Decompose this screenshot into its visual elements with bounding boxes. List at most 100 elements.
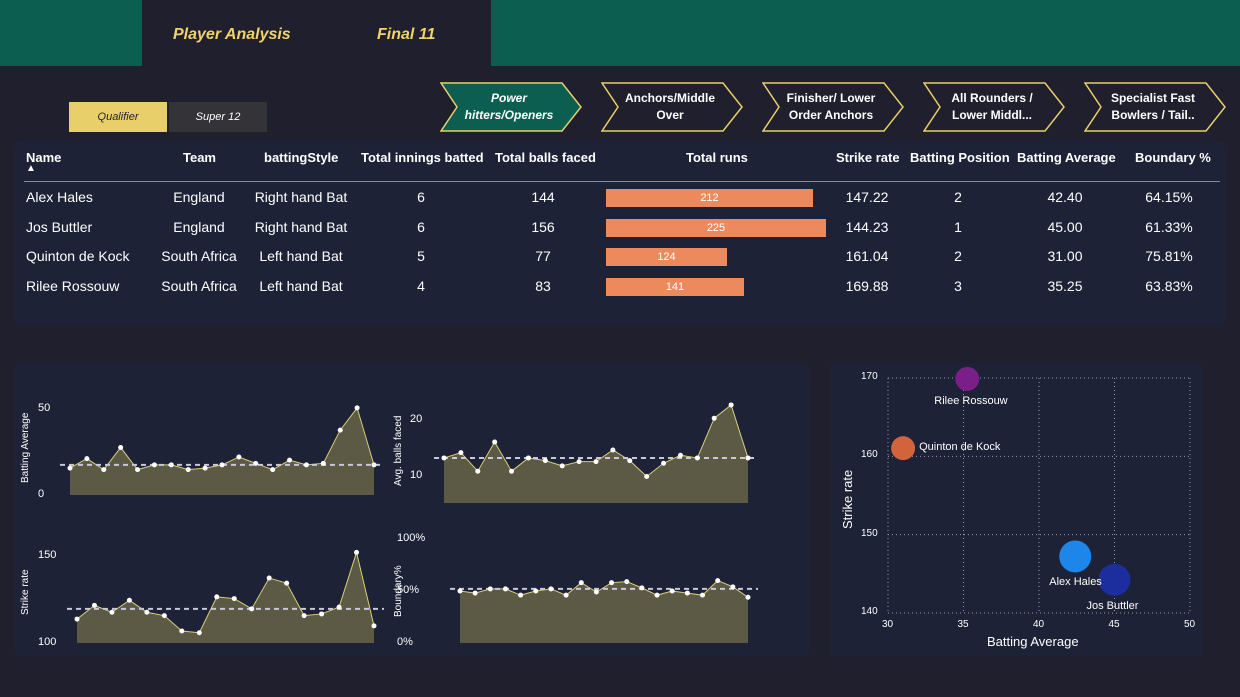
cell-boundary: 61.33%: [1145, 219, 1193, 235]
cell-strike-rate: 147.22: [845, 189, 889, 205]
runs-bar: 141: [606, 278, 744, 296]
y-tick-label: 160: [861, 449, 878, 461]
header-innings[interactable]: Total innings batted: [361, 150, 484, 165]
x-tick-label: 40: [1033, 619, 1045, 630]
top-bar: Player Analysis Final 11: [0, 0, 1240, 66]
cell-batting-position: 1: [954, 219, 962, 235]
category-label-line1: Power: [490, 91, 527, 105]
header-team[interactable]: Team: [183, 150, 216, 165]
cell-strike-rate: 161.04: [845, 248, 889, 264]
header-name[interactable]: Name: [26, 150, 62, 165]
y-axis-label: Avg. balls faced: [393, 415, 404, 486]
category-label: All Rounders / Lower Middl...: [937, 82, 1047, 132]
header-divider: [24, 181, 1220, 182]
y-tick-label: 140: [861, 606, 878, 617]
header-batting-position[interactable]: Batting Position: [910, 150, 1010, 165]
y-axis-label: Strike rate: [20, 569, 31, 615]
runs-bar: 124: [606, 248, 727, 266]
cell-balls: 77: [535, 248, 551, 264]
runs-bar-label: 124: [657, 251, 676, 263]
cell-batting-average: 42.40: [1047, 189, 1083, 205]
category-chevron-4[interactable]: All Rounders / Lower Middl...: [923, 82, 1065, 132]
category-label-line2: Lower Middl...: [952, 108, 1032, 122]
header-batting-average[interactable]: Batting Average: [1017, 150, 1116, 165]
cell-batting-position: 2: [954, 248, 962, 264]
category-label-line2: hitters/Openers: [464, 108, 554, 122]
cell-boundary: 75.81%: [1145, 248, 1193, 264]
x-tick-label: 35: [957, 619, 969, 630]
cell-batting-position: 2: [954, 189, 962, 205]
category-chevron-2[interactable]: Anchors/Middle Over: [601, 82, 743, 132]
category-label-text: All Rounders / Lower Middl...: [951, 90, 1032, 124]
cell-batting-average: 45.00: [1047, 219, 1083, 235]
y-tick-label: 100%: [397, 532, 426, 544]
qualifier-button[interactable]: Qualifier: [69, 102, 167, 132]
category-label-line2: Over: [656, 108, 684, 122]
header-boundary[interactable]: Boundary %: [1135, 150, 1211, 165]
category-label: Anchors/Middle Over: [615, 82, 725, 132]
point-label: Rilee Rossouw: [934, 394, 1008, 407]
header-batting-style[interactable]: battingStyle: [264, 150, 339, 165]
y-tick-label: 50: [38, 402, 51, 414]
category-label-line2: Order Anchors: [788, 108, 874, 122]
category-label: Specialist Fast Bowlers / Tail..: [1098, 82, 1208, 132]
category-label-line1: Finisher/ Lower: [786, 91, 876, 105]
category-label-line1: All Rounders /: [951, 91, 1033, 105]
y-tick-label: 0: [38, 488, 45, 500]
runs-bar: 225: [606, 219, 826, 237]
cell-innings: 5: [417, 248, 425, 264]
category-chevron-3[interactable]: Finisher/ Lower Order Anchors: [762, 82, 904, 132]
y-tick-label: 150: [38, 549, 57, 561]
cell-batting-average: 31.00: [1047, 248, 1083, 264]
sort-arrow-icon[interactable]: ▲: [26, 163, 36, 174]
cell-batting-style: Right hand Bat: [254, 219, 348, 235]
y-tick-label: 170: [861, 371, 878, 382]
category-chevron-1[interactable]: Power hitters/Openers: [440, 82, 582, 132]
point-label: Alex Hales: [1049, 576, 1102, 589]
point-label: Quinton de Kock: [919, 441, 1001, 454]
cell-innings: 4: [417, 278, 425, 294]
runs-bar-label: 225: [706, 222, 726, 234]
runs-bar: 212: [606, 189, 813, 207]
category-label: Finisher/ Lower Order Anchors: [776, 82, 886, 132]
category-label: Power hitters/Openers: [454, 82, 564, 132]
y-axis-label: Strike rate: [840, 469, 855, 529]
cell-balls: 83: [535, 278, 551, 294]
header-runs[interactable]: Total runs: [686, 150, 748, 165]
y-tick-label: 0%: [397, 636, 413, 648]
cell-innings: 6: [417, 219, 425, 235]
trend-charts-panel: [15, 363, 809, 656]
cell-boundary: 64.15%: [1145, 189, 1193, 205]
cell-name: Quinton de Kock: [26, 248, 130, 264]
tab-player-analysis[interactable]: Player Analysis: [173, 26, 291, 43]
cell-strike-rate: 169.88: [845, 278, 889, 294]
cell-name: Jos Buttler: [26, 219, 93, 235]
y-tick-label: 150: [861, 527, 878, 539]
y-tick-label: 100: [38, 636, 57, 648]
y-tick-label: 20: [410, 413, 423, 425]
category-label-line2: Bowlers / Tail..: [1111, 108, 1195, 122]
category-chevron-5[interactable]: Specialist Fast Bowlers / Tail..: [1084, 82, 1226, 132]
super12-button[interactable]: Super 12: [169, 102, 267, 132]
x-axis-label: Batting Average: [987, 634, 1079, 649]
tab-final-11[interactable]: Final 11: [377, 26, 436, 43]
category-label-line1: Anchors/Middle: [624, 91, 715, 105]
y-tick-label: 50%: [397, 584, 420, 596]
category-label-line1: Specialist Fast: [1110, 91, 1196, 105]
x-tick-label: 50: [1184, 619, 1196, 630]
runs-bar-label: 212: [700, 192, 719, 204]
header-strike-rate[interactable]: Strike rate: [836, 150, 900, 165]
category-label-text: Specialist Fast Bowlers / Tail..: [1111, 90, 1195, 124]
category-label-text: Anchors/Middle Over: [625, 90, 715, 124]
cell-name: Alex Hales: [26, 189, 93, 205]
cell-team: England: [173, 219, 225, 235]
cell-batting-style: Left hand Bat: [259, 248, 343, 264]
cell-batting-average: 35.25: [1047, 278, 1083, 294]
cell-strike-rate: 144.23: [845, 219, 889, 235]
x-tick-label: 45: [1108, 619, 1120, 630]
cell-name: Rilee Rossouw: [26, 278, 120, 294]
category-label-text: Power hitters/Openers: [465, 90, 554, 124]
header-balls[interactable]: Total balls faced: [495, 150, 596, 165]
tab-strip: Player Analysis Final 11: [142, 0, 491, 66]
cell-team: England: [173, 189, 225, 205]
